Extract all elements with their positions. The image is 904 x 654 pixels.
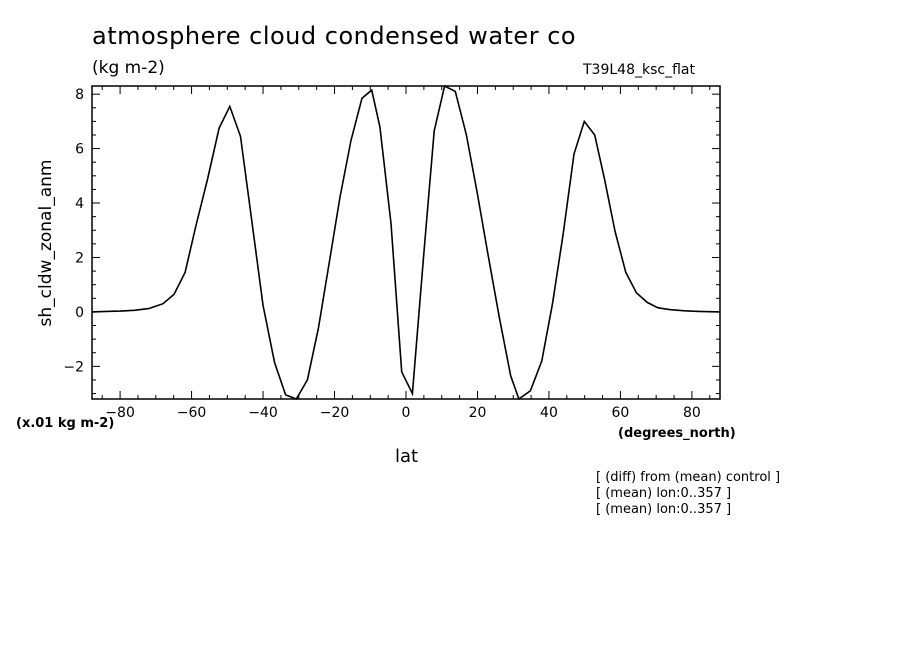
x-tick-label: −20	[320, 405, 350, 421]
x-tick-label: 0	[402, 405, 411, 421]
annotation-mean-lon-2: [ (mean) lon:0..357 ]	[596, 502, 732, 517]
x-tick-label: 40	[540, 405, 558, 421]
x-axis-unit: (degrees_north)	[618, 426, 736, 441]
chart-title: atmosphere cloud condensed water co	[92, 22, 577, 50]
y-tick-label: 0	[75, 305, 84, 321]
y-tick-label: 2	[75, 250, 84, 266]
axis-ticks	[92, 86, 720, 399]
x-tick-label: 60	[612, 405, 630, 421]
x-tick-label: −40	[248, 405, 278, 421]
annotation-diff: [ (diff) from (mean) control ]	[596, 470, 781, 485]
x-tick-label: −80	[105, 405, 135, 421]
y-tick-label: 4	[75, 196, 84, 212]
x-tick-label: 20	[469, 405, 487, 421]
x-tick-label: −60	[177, 405, 207, 421]
annotation-mean-lon: [ (mean) lon:0..357 ]	[596, 486, 732, 501]
y-tick-label: 8	[75, 87, 84, 103]
run-label: T39L48_ksc_flat	[583, 62, 695, 78]
plot-frame	[91, 85, 721, 400]
x-axis-label: lat	[395, 446, 419, 467]
x-tick-label: 80	[683, 405, 701, 421]
series-line	[91, 84, 721, 401]
y-tick-label: 6	[75, 142, 84, 158]
y-tick-label: −2	[63, 359, 84, 375]
y-axis-unit: (x.01 kg m-2)	[16, 416, 115, 431]
series-layer	[91, 84, 721, 401]
chart-subtitle: (kg m-2)	[92, 58, 165, 78]
